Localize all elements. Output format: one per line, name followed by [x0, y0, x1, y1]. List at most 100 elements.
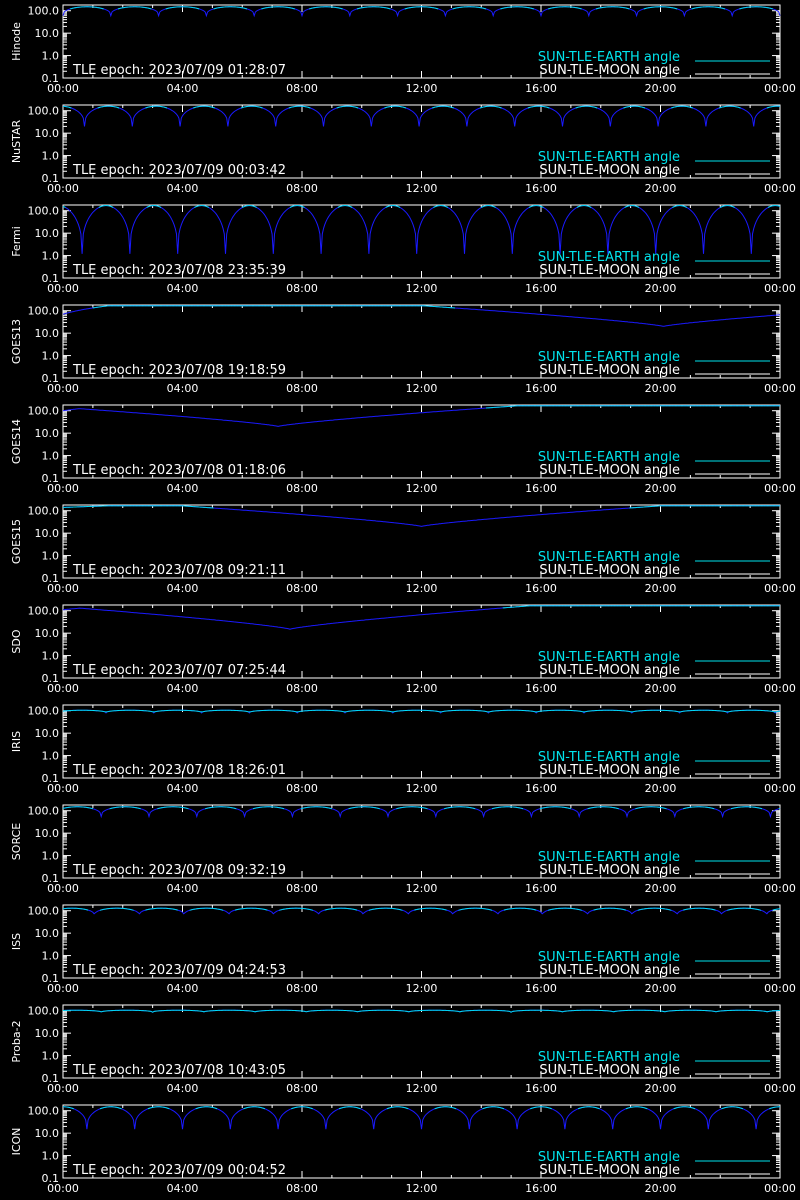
- y-tick-label: 10.0: [35, 927, 60, 940]
- y-tick-label: 100.0: [28, 205, 60, 218]
- legend-earth-label: SUN-TLE-EARTH angle: [538, 50, 680, 65]
- satellite-label: SDO: [10, 629, 23, 653]
- earth-angle-segment: [541, 206, 544, 208]
- y-tick-label: 10.0: [35, 727, 60, 740]
- legend-moon-label: SUN-TLE-MOON angle: [539, 63, 680, 78]
- satellite-label: IRIS: [10, 731, 23, 752]
- x-tick-label: 08:00: [286, 882, 318, 895]
- y-tick-label: 0.1: [42, 872, 60, 885]
- x-tick-label: 00:00: [47, 282, 79, 295]
- x-tick-label: 20:00: [645, 582, 677, 595]
- tle-epoch-text: TLE epoch: 2023/07/08 09:32:19: [72, 863, 286, 878]
- x-tick-label: 20:00: [645, 282, 677, 295]
- sun-angle-curve: [62, 105, 780, 127]
- satellite-label: ISS: [10, 933, 23, 950]
- x-tick-label: 00:00: [47, 782, 79, 795]
- x-tick-label: 08:00: [286, 782, 318, 795]
- x-tick-label: 00:00: [764, 1082, 796, 1095]
- x-tick-label: 08:00: [286, 482, 318, 495]
- x-tick-label: 16:00: [525, 782, 557, 795]
- y-tick-label: 1.0: [42, 750, 60, 763]
- legend-earth-label: SUN-TLE-EARTH angle: [538, 1050, 680, 1065]
- y-tick-label: 1.0: [42, 550, 60, 563]
- y-tick-label: 1.0: [42, 1050, 60, 1063]
- x-tick-label: 12:00: [406, 682, 438, 695]
- x-tick-label: 16:00: [525, 182, 557, 195]
- x-tick-label: 12:00: [406, 382, 438, 395]
- earth-angle-segment: [385, 206, 388, 208]
- y-tick-label: 0.1: [42, 572, 60, 585]
- legend-moon-label: SUN-TLE-MOON angle: [539, 663, 680, 678]
- tle-epoch-text: TLE epoch: 2023/07/08 18:26:01: [72, 763, 286, 778]
- legend-moon-label: SUN-TLE-MOON angle: [539, 563, 680, 578]
- satellite-label: Fermi: [10, 226, 23, 257]
- y-tick-label: 100.0: [28, 305, 60, 318]
- x-tick-label: 04:00: [167, 382, 199, 395]
- y-tick-label: 1.0: [42, 50, 60, 63]
- tle-epoch-text: TLE epoch: 2023/07/08 01:18:06: [72, 463, 286, 478]
- y-tick-label: 0.1: [42, 472, 60, 485]
- x-tick-label: 00:00: [47, 82, 79, 95]
- satellite-label: SORCE: [10, 823, 23, 860]
- y-tick-label: 100.0: [28, 105, 60, 118]
- earth-angle-segment: [159, 206, 162, 208]
- x-tick-label: 00:00: [47, 982, 79, 995]
- x-tick-label: 00:00: [764, 582, 796, 595]
- y-tick-label: 10.0: [35, 427, 60, 440]
- y-tick-label: 10.0: [35, 227, 60, 240]
- y-tick-label: 100.0: [28, 1005, 60, 1018]
- y-tick-label: 1.0: [42, 350, 60, 363]
- y-tick-label: 0.1: [42, 272, 60, 285]
- y-tick-label: 10.0: [35, 1027, 60, 1040]
- x-tick-label: 20:00: [645, 782, 677, 795]
- legend-moon-label: SUN-TLE-MOON angle: [539, 763, 680, 778]
- x-tick-label: 16:00: [525, 682, 557, 695]
- legend-moon-label: SUN-TLE-MOON angle: [539, 363, 680, 378]
- x-tick-label: 04:00: [167, 782, 199, 795]
- earth-angle-segment: [146, 206, 149, 208]
- satellite-label: Hinode: [10, 22, 23, 61]
- earth-angle-segment: [194, 206, 196, 208]
- tle-epoch-text: TLE epoch: 2023/07/07 07:25:44: [72, 663, 286, 678]
- satellite-label: GOES15: [10, 519, 23, 564]
- x-tick-label: 16:00: [525, 82, 557, 95]
- earth-angle-segment: [289, 206, 292, 208]
- legend-moon-label: SUN-TLE-MOON angle: [539, 863, 680, 878]
- earth-angle-segment: [637, 206, 640, 208]
- earth-angle-segment: [576, 206, 579, 208]
- earth-angle-segment: [111, 206, 114, 208]
- y-tick-label: 100.0: [28, 705, 60, 718]
- earth-angle-segment: [720, 206, 722, 208]
- earth-angle-segment: [255, 206, 257, 208]
- x-tick-label: 00:00: [47, 482, 79, 495]
- earth-angle-segment: [63, 206, 66, 208]
- x-tick-label: 00:00: [764, 482, 796, 495]
- x-tick-label: 08:00: [286, 382, 318, 395]
- x-tick-label: 00:00: [764, 282, 796, 295]
- legend-earth-label: SUN-TLE-EARTH angle: [538, 950, 680, 965]
- y-tick-label: 10.0: [35, 327, 60, 340]
- x-tick-label: 08:00: [286, 282, 318, 295]
- earth-angle-segment: [433, 206, 435, 208]
- earth-angle-segment: [98, 206, 101, 208]
- tle-epoch-text: TLE epoch: 2023/07/09 04:24:53: [72, 963, 286, 978]
- y-tick-label: 1.0: [42, 650, 60, 663]
- x-tick-label: 20:00: [645, 682, 677, 695]
- x-tick-label: 00:00: [47, 1082, 79, 1095]
- x-tick-label: 12:00: [406, 482, 438, 495]
- y-tick-label: 1.0: [42, 150, 60, 163]
- tle-epoch-text: TLE epoch: 2023/07/08 23:35:39: [72, 263, 286, 278]
- x-tick-label: 16:00: [525, 282, 557, 295]
- earth-angle-segment: [398, 206, 401, 208]
- x-tick-label: 00:00: [764, 382, 796, 395]
- x-tick-label: 20:00: [645, 882, 677, 895]
- y-tick-label: 0.1: [42, 372, 60, 385]
- tle-epoch-text: TLE epoch: 2023/07/09 00:03:42: [72, 163, 286, 178]
- legend-moon-label: SUN-TLE-MOON angle: [539, 963, 680, 978]
- x-tick-label: 12:00: [406, 82, 438, 95]
- legend-earth-label: SUN-TLE-EARTH angle: [538, 550, 680, 565]
- satellite-label: Proba-2: [10, 1020, 23, 1062]
- x-tick-label: 04:00: [167, 1082, 199, 1095]
- y-tick-label: 1.0: [42, 250, 60, 263]
- legend-earth-label: SUN-TLE-EARTH angle: [538, 350, 680, 365]
